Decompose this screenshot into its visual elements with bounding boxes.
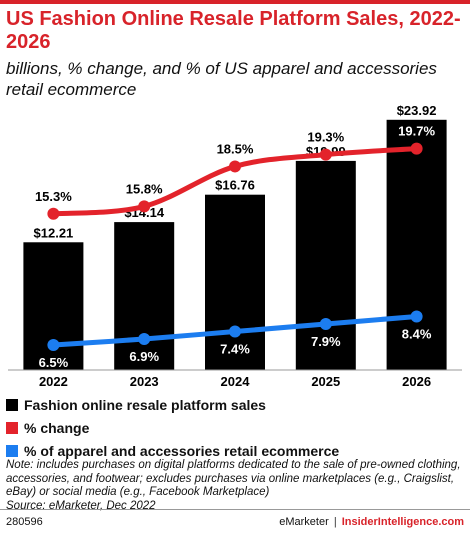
change-point-2026 [410, 142, 423, 155]
legend-swatch-change [6, 421, 18, 434]
legend-item-change: % change [6, 416, 466, 439]
bar-2026 [386, 119, 447, 370]
change-label-2025: 19.3% [307, 130, 344, 145]
legend-label-sales: Fashion online resale platform sales [24, 396, 266, 413]
x-tick-label-2022: 2022 [39, 374, 68, 389]
share-label-2024: 7.4% [220, 342, 250, 357]
x-tick-label-2025: 2025 [311, 374, 340, 389]
x-tick-label-2023: 2023 [130, 374, 159, 389]
change-label-2023: 15.8% [126, 181, 163, 196]
brand-name: eMarketer [279, 516, 329, 528]
x-tick-label-2024: 2024 [221, 374, 251, 389]
share-point-2025 [319, 318, 332, 330]
chart-legend: Fashion online resale platform sales % c… [6, 393, 466, 462]
change-point-2023 [138, 200, 151, 213]
legend-item-sales: Fashion online resale platform sales [6, 393, 466, 416]
change-label-2022: 15.3% [35, 189, 72, 204]
bar-label-2024: $16.76 [215, 178, 255, 193]
chart-title: US Fashion Online Resale Platform Sales,… [6, 8, 461, 53]
bar-2024 [205, 194, 265, 370]
bar-label-2022: $12.21 [34, 225, 74, 240]
share-label-2026: 8.4% [402, 327, 432, 342]
chart-note: Note: includes purchases on digital plat… [6, 459, 466, 513]
share-point-2022 [47, 339, 60, 351]
top-accent-bar [0, 0, 470, 4]
footer: 280596 eMarketer | InsiderIntelligence.c… [0, 509, 470, 536]
change-point-2022 [47, 207, 60, 220]
bar-2025 [295, 160, 356, 370]
share-point-2026 [410, 310, 423, 323]
bar-label-2026: $23.92 [397, 103, 437, 118]
share-label-2023: 6.9% [129, 349, 159, 364]
footer-brand: eMarketer | InsiderIntelligence.com [279, 516, 464, 528]
chart-subtitle: billions, % change, and % of US apparel … [6, 59, 437, 99]
change-point-2025 [319, 148, 332, 161]
source-text: Source: eMarketer, Dec 2022 [6, 499, 156, 512]
chart-id: 280596 [6, 516, 43, 528]
note-text: Note: includes purchases on digital plat… [6, 459, 461, 498]
legend-swatch-share [6, 444, 18, 457]
share-point-2024 [229, 325, 241, 338]
x-tick-label-2026: 2026 [402, 374, 431, 389]
brand-site[interactable]: InsiderIntelligence.com [341, 516, 464, 528]
share-point-2023 [138, 333, 151, 345]
legend-label-change: % change [24, 419, 90, 436]
share-label-2022: 6.5% [39, 355, 69, 370]
chart-plot: $12.21$14.14$16.76$19.99$23.922022202320… [8, 103, 462, 389]
brand-separator: | [333, 516, 337, 528]
share-label-2025: 7.9% [311, 334, 341, 349]
change-label-2026: 19.7% [398, 124, 435, 139]
legend-item-share: % of apparel and accessories retail ecom… [6, 439, 466, 462]
bar-2023 [114, 222, 175, 370]
change-label-2024: 18.5% [217, 141, 254, 156]
legend-swatch-sales [6, 398, 18, 411]
change-point-2024 [229, 160, 241, 173]
legend-label-share: % of apparel and accessories retail ecom… [24, 442, 340, 459]
